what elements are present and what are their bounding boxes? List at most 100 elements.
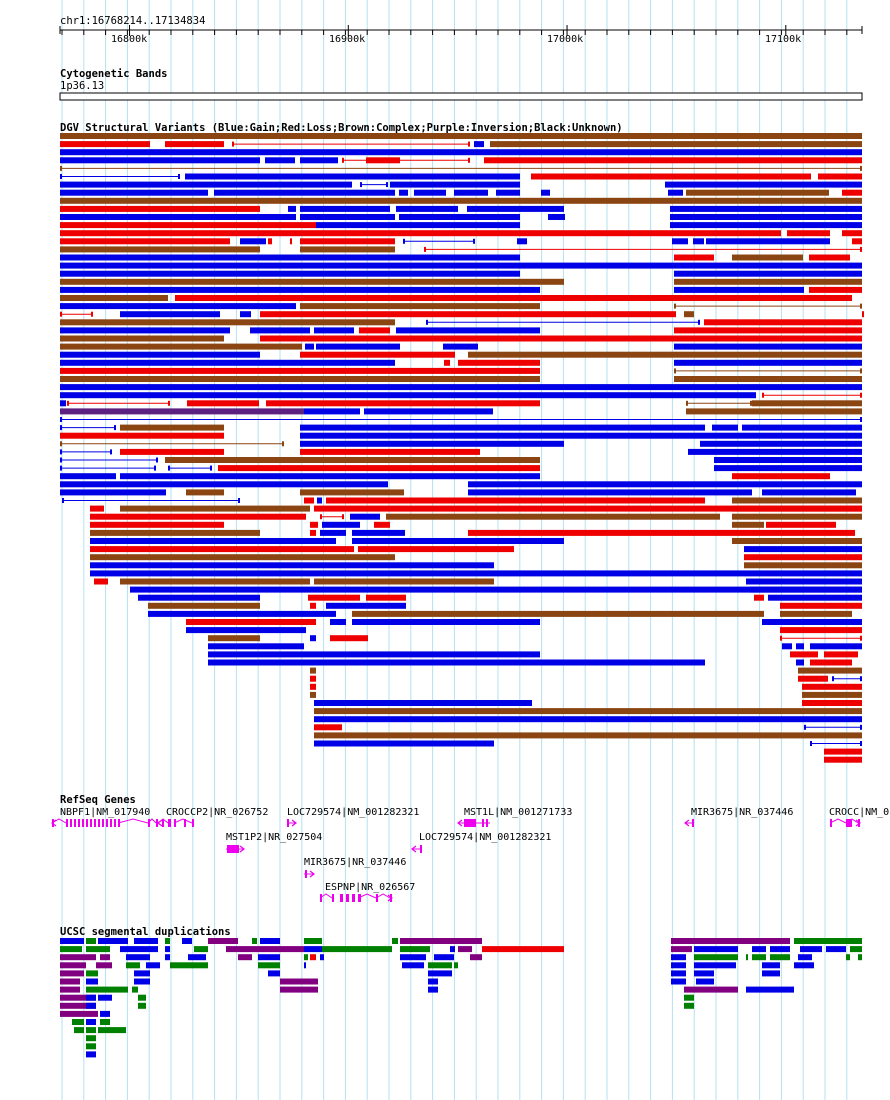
- structural-variant[interactable]: [60, 319, 395, 326]
- structural-variant[interactable]: [60, 286, 540, 293]
- structural-variant-block[interactable]: [62, 498, 64, 503]
- structural-variant-block[interactable]: [60, 465, 62, 471]
- segmental-duplication[interactable]: [126, 962, 140, 969]
- structural-variant-block[interactable]: [320, 514, 322, 520]
- segmental-duplication[interactable]: [428, 970, 452, 977]
- structural-variant[interactable]: [300, 157, 338, 164]
- structural-variant[interactable]: [468, 481, 862, 488]
- gene-label[interactable]: LOC729574|NM_001282321: [287, 807, 420, 818]
- structural-variant-block[interactable]: [168, 465, 170, 471]
- segdup-track-title[interactable]: UCSC segmental duplications: [60, 926, 231, 938]
- structural-variant[interactable]: [310, 635, 316, 642]
- structural-variant[interactable]: [668, 189, 683, 196]
- structural-variant[interactable]: [842, 230, 862, 237]
- structural-variant[interactable]: [686, 408, 862, 415]
- structural-variant[interactable]: [208, 635, 260, 642]
- structural-variant[interactable]: [732, 505, 862, 512]
- structural-variant[interactable]: [852, 238, 862, 245]
- segmental-duplication[interactable]: [826, 946, 846, 953]
- structural-variant-block[interactable]: [750, 400, 752, 406]
- structural-variant[interactable]: [802, 691, 862, 698]
- segmental-duplication[interactable]: [798, 954, 812, 961]
- structural-variant[interactable]: [754, 594, 764, 601]
- structural-variant[interactable]: [752, 400, 862, 407]
- structural-variant-block[interactable]: [154, 465, 156, 471]
- structural-variant[interactable]: [517, 238, 527, 245]
- structural-variant[interactable]: [468, 351, 862, 358]
- structural-variant[interactable]: [90, 529, 260, 536]
- structural-variant[interactable]: [316, 222, 520, 229]
- structural-variant-block[interactable]: [860, 303, 862, 309]
- segmental-duplication[interactable]: [770, 946, 790, 953]
- structural-variant[interactable]: [60, 181, 352, 188]
- structural-variant[interactable]: [809, 254, 850, 261]
- segmental-duplication[interactable]: [132, 986, 138, 993]
- structural-variant-block[interactable]: [232, 141, 234, 147]
- structural-variant[interactable]: [790, 651, 818, 658]
- structural-variant-block[interactable]: [832, 676, 834, 682]
- segmental-duplication[interactable]: [470, 954, 482, 961]
- segmental-duplications-track[interactable]: [60, 938, 862, 1058]
- structural-variant[interactable]: [670, 214, 862, 220]
- structural-variant[interactable]: [60, 392, 756, 399]
- structural-variant[interactable]: [60, 473, 116, 480]
- structural-variant[interactable]: [240, 311, 251, 318]
- segmental-duplication[interactable]: [126, 954, 150, 961]
- segmental-duplication[interactable]: [60, 962, 86, 969]
- structural-variant[interactable]: [352, 610, 764, 617]
- segmental-duplication[interactable]: [694, 970, 714, 977]
- segmental-duplication[interactable]: [134, 938, 158, 944]
- segmental-duplication[interactable]: [170, 962, 208, 969]
- segmental-duplication[interactable]: [226, 946, 304, 953]
- structural-variant[interactable]: [688, 448, 862, 455]
- structural-variant[interactable]: [818, 173, 862, 180]
- segmental-duplication[interactable]: [146, 962, 160, 969]
- structural-variant[interactable]: [300, 424, 705, 431]
- structural-variant-block[interactable]: [810, 741, 812, 746]
- segmental-duplication[interactable]: [72, 1019, 84, 1025]
- structural-variant[interactable]: [60, 149, 862, 156]
- structural-variant[interactable]: [60, 141, 150, 148]
- structural-variant[interactable]: [60, 222, 316, 229]
- structural-variant[interactable]: [810, 659, 852, 666]
- structural-variant[interactable]: [674, 359, 862, 366]
- structural-variant[interactable]: [300, 246, 395, 253]
- structural-variant[interactable]: [265, 157, 295, 164]
- gene-label[interactable]: LOC729574|NM_001282321: [419, 832, 552, 843]
- structural-variant[interactable]: [732, 497, 862, 504]
- segmental-duplication[interactable]: [400, 938, 482, 944]
- structural-variant-block[interactable]: [473, 238, 475, 244]
- segmental-duplication[interactable]: [762, 970, 780, 977]
- segmental-duplication[interactable]: [165, 938, 170, 944]
- structural-variant[interactable]: [300, 303, 540, 310]
- structural-variant[interactable]: [60, 262, 862, 269]
- segmental-duplication[interactable]: [454, 962, 458, 969]
- structural-variant-block[interactable]: [60, 417, 62, 422]
- gene-model[interactable]: [304, 870, 315, 878]
- structural-variant[interactable]: [374, 521, 390, 528]
- structural-variant[interactable]: [250, 327, 310, 334]
- segmental-duplication[interactable]: [98, 986, 128, 993]
- structural-variant[interactable]: [60, 303, 296, 310]
- structural-variant-block[interactable]: [60, 457, 62, 463]
- structural-variant[interactable]: [809, 286, 862, 293]
- structural-variant-block[interactable]: [114, 425, 116, 431]
- segmental-duplication[interactable]: [60, 986, 80, 993]
- segmental-duplication[interactable]: [752, 954, 766, 961]
- structural-variant-block[interactable]: [60, 449, 62, 455]
- structural-variant-block[interactable]: [860, 724, 862, 730]
- gene-model[interactable]: [411, 845, 422, 853]
- segmental-duplication[interactable]: [402, 962, 424, 969]
- segmental-duplication[interactable]: [846, 954, 850, 961]
- structural-variant[interactable]: [686, 189, 829, 196]
- structural-variant[interactable]: [750, 586, 862, 593]
- structural-variant[interactable]: [330, 635, 368, 642]
- structural-variant[interactable]: [326, 602, 406, 609]
- gene-model[interactable]: [319, 893, 393, 902]
- segmental-duplication[interactable]: [671, 954, 686, 961]
- structural-variant[interactable]: [674, 270, 862, 277]
- segmental-duplication[interactable]: [400, 954, 426, 961]
- structural-variant-block[interactable]: [156, 457, 158, 463]
- structural-variant[interactable]: [186, 619, 316, 625]
- structural-variant[interactable]: [732, 521, 764, 528]
